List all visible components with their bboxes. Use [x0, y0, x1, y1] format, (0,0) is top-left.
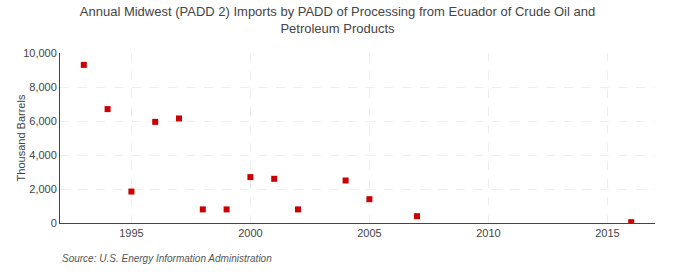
svg-text:Thousand Barrels: Thousand Barrels — [15, 94, 27, 181]
svg-text:2015: 2015 — [595, 227, 619, 239]
svg-text:6,000: 6,000 — [29, 115, 57, 127]
svg-text:1995: 1995 — [119, 227, 143, 239]
svg-text:4,000: 4,000 — [29, 149, 57, 161]
svg-text:2010: 2010 — [476, 227, 500, 239]
svg-text:0: 0 — [51, 217, 57, 229]
svg-text:2005: 2005 — [357, 227, 381, 239]
svg-text:8,000: 8,000 — [29, 81, 57, 93]
svg-text:2000: 2000 — [238, 227, 262, 239]
svg-text:10,000: 10,000 — [23, 47, 57, 59]
svg-text:Annual Midwest (PADD 2) Import: Annual Midwest (PADD 2) Imports by PADD … — [80, 4, 595, 36]
svg-text:Source: U.S. Energy Informatio: Source: U.S. Energy Information Administ… — [62, 253, 272, 264]
svg-text:2,000: 2,000 — [29, 183, 57, 195]
